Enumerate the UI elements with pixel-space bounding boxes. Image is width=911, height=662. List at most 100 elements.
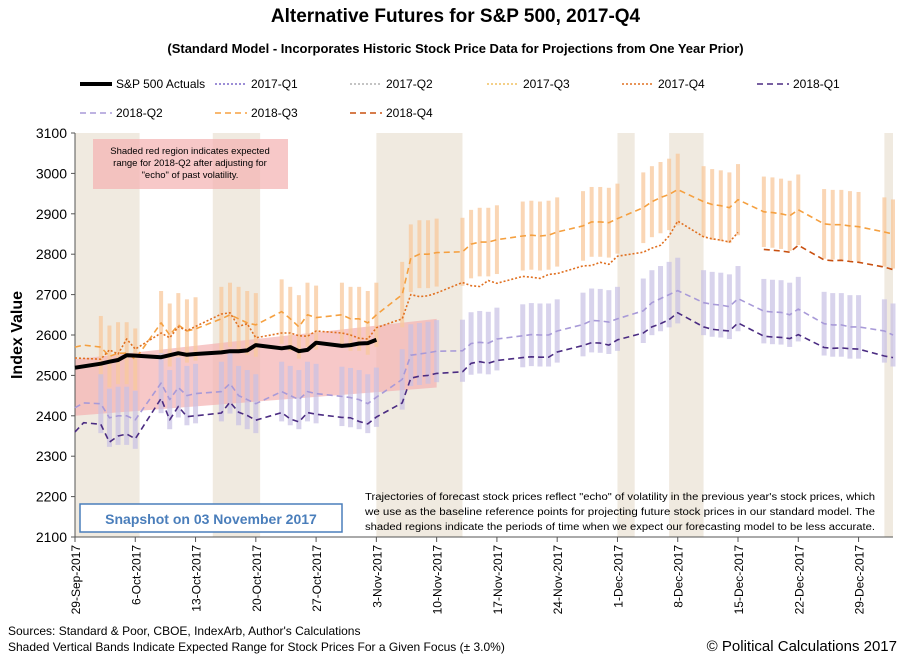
range-bar-2018-q3 (796, 174, 801, 246)
range-bar-2018-q3 (227, 282, 232, 347)
range-bar-2018-q2 (175, 357, 181, 418)
x-tick-label: 3-Nov-2017 (370, 545, 384, 608)
range-bar-2018-q3 (494, 205, 499, 275)
sources-line-1: Sources: Standard & Poor, CBOE, IndexArb… (8, 624, 361, 638)
range-bar-2018-q3 (701, 166, 706, 238)
x-tick-label: 15-Dec-2017 (732, 545, 746, 615)
range-bar-2018-q2 (193, 363, 199, 424)
range-bar-2018-q3 (675, 153, 680, 226)
range-bar-2018-q3 (176, 293, 181, 357)
series-line-q1-2018 (74, 311, 894, 443)
x-tick-label: 6-Oct-2017 (129, 545, 143, 605)
range-bar-2018-q2 (589, 288, 595, 353)
range-bar-2018-q2 (761, 278, 767, 344)
x-tick-label: 13-Oct-2017 (190, 545, 204, 612)
range-bar-2018-q3 (830, 189, 835, 260)
snapshot-box (79, 503, 343, 533)
range-bar-2018-q2 (520, 304, 526, 368)
y-tick-label: 2600 (36, 327, 67, 343)
bottom-note-text: shaded regions indicate the periods of t… (365, 522, 875, 533)
legend-label: 2018-Q1 (793, 77, 840, 91)
range-bar-2018-q3 (839, 189, 844, 260)
range-bar-2018-q2 (98, 374, 104, 434)
range-bar-2018-q3 (822, 189, 827, 259)
range-bar-2018-q2 (735, 266, 741, 332)
range-bar-2018-q2 (434, 320, 440, 383)
y-tick-label: 2400 (36, 408, 67, 424)
series-line-q4-2017 (74, 220, 739, 361)
y-tick-label: 2500 (36, 367, 67, 383)
range-bar-2018-q3 (649, 166, 654, 238)
range-bar-2018-q2 (856, 295, 862, 359)
legend: S&P 500 Actuals 2017-Q1 2017-Q2 2017-Q3 2017… (80, 77, 840, 120)
x-tick-label: 20-Oct-2017 (250, 545, 264, 612)
range-bar-2018-q2 (279, 361, 285, 422)
series-lines (74, 188, 894, 443)
series-line-actual (74, 337, 378, 370)
x-tick-label: 22-Dec-2017 (792, 545, 806, 615)
grey-band (884, 133, 893, 537)
legend-label: 2017-Q2 (386, 77, 433, 91)
x-tick-label: 27-Oct-2017 (310, 545, 324, 612)
range-bar-2018-q2 (287, 365, 293, 426)
range-bar-2018-q3 (400, 261, 405, 328)
bottom-note-text: Trajectories of forecast stock prices re… (365, 492, 875, 503)
y-tick-label: 3000 (36, 165, 67, 181)
red-note-text: range for 2018-Q2 after adjusting for (113, 158, 267, 169)
sources-line-2: Shaded Vertical Bands Indicate Expected … (8, 640, 505, 654)
series-line-q4-2018 (763, 244, 894, 271)
range-bar-2018-q2 (296, 370, 302, 430)
y-tick-label: 2300 (36, 448, 67, 464)
range-bar-2018-q2 (580, 292, 586, 357)
range-bar-2018-q3 (98, 315, 103, 379)
range-bar-2018-q3 (486, 207, 491, 277)
legend-label: 2017-Q1 (251, 77, 298, 91)
range-bar-2018-q3 (787, 180, 792, 251)
range-bar-2018-q3 (460, 217, 465, 286)
legend-label: 2018-Q4 (386, 106, 433, 120)
range-bar-2018-q3 (193, 297, 198, 361)
y-tick-label: 2900 (36, 206, 67, 222)
range-bar-2018-q3 (658, 162, 663, 234)
legend-label: 2018-Q3 (251, 106, 298, 120)
range-bar-2018-q3 (124, 322, 129, 385)
legend-label: 2018-Q2 (116, 106, 163, 120)
range-bar-2018-q2 (313, 363, 319, 424)
range-bar-2018-q3 (546, 200, 551, 270)
range-bar-2018-q2 (726, 274, 732, 340)
x-tick-label: 1-Dec-2017 (611, 545, 625, 608)
chart-title: Alternative Futures for S&P 500, 2017-Q4 (270, 6, 641, 27)
grey-band (669, 133, 704, 537)
range-bar-2018-q3 (133, 328, 138, 391)
range-bar-2018-q3 (641, 172, 646, 244)
y-tick-label: 2200 (36, 489, 67, 505)
notes: Shaded red region indicates expectedrang… (79, 139, 876, 533)
range-bar-2018-q3 (107, 325, 112, 388)
y-tick-label: 2800 (36, 246, 67, 262)
range-bar-2018-q3 (219, 286, 224, 351)
range-bar-2018-q2 (847, 295, 853, 359)
range-bar-2018-q3 (339, 282, 344, 347)
x-tick-label: 24-Nov-2017 (551, 545, 565, 615)
y-tick-label: 2700 (36, 287, 67, 303)
range-bar-2018-q3 (555, 197, 560, 267)
chart-subtitle: (Standard Model - Incorporates Historic … (167, 41, 744, 56)
series-line-q3-2018 (74, 188, 894, 361)
red-note-text: "echo" of past volatility. (142, 170, 239, 181)
y-tick-label: 3100 (36, 125, 67, 141)
copyright: © Political Calculations 2017 (706, 638, 897, 655)
snapshot-label: Snapshot on 03 November 2017 (105, 511, 317, 527)
grey-band (75, 133, 140, 537)
series-line-q2-2018 (74, 289, 894, 421)
legend-label: 2017-Q3 (523, 77, 570, 91)
legend-label: 2017-Q4 (658, 77, 705, 91)
axes: 2100 2200 2300 2400 2500 2600 2700 2800 2900 3000… (9, 125, 893, 614)
red-note-text: Shaded red region indicates expected (110, 146, 270, 157)
range-bar-2018-q3 (667, 158, 672, 231)
x-tick-label: 17-Nov-2017 (491, 545, 505, 615)
range-bar-2018-q2 (718, 272, 724, 338)
range-bar-2018-q2 (709, 271, 715, 337)
range-bar-2018-q2 (597, 288, 603, 353)
bottom-note-text: we use as the baseline reference points … (364, 507, 876, 518)
